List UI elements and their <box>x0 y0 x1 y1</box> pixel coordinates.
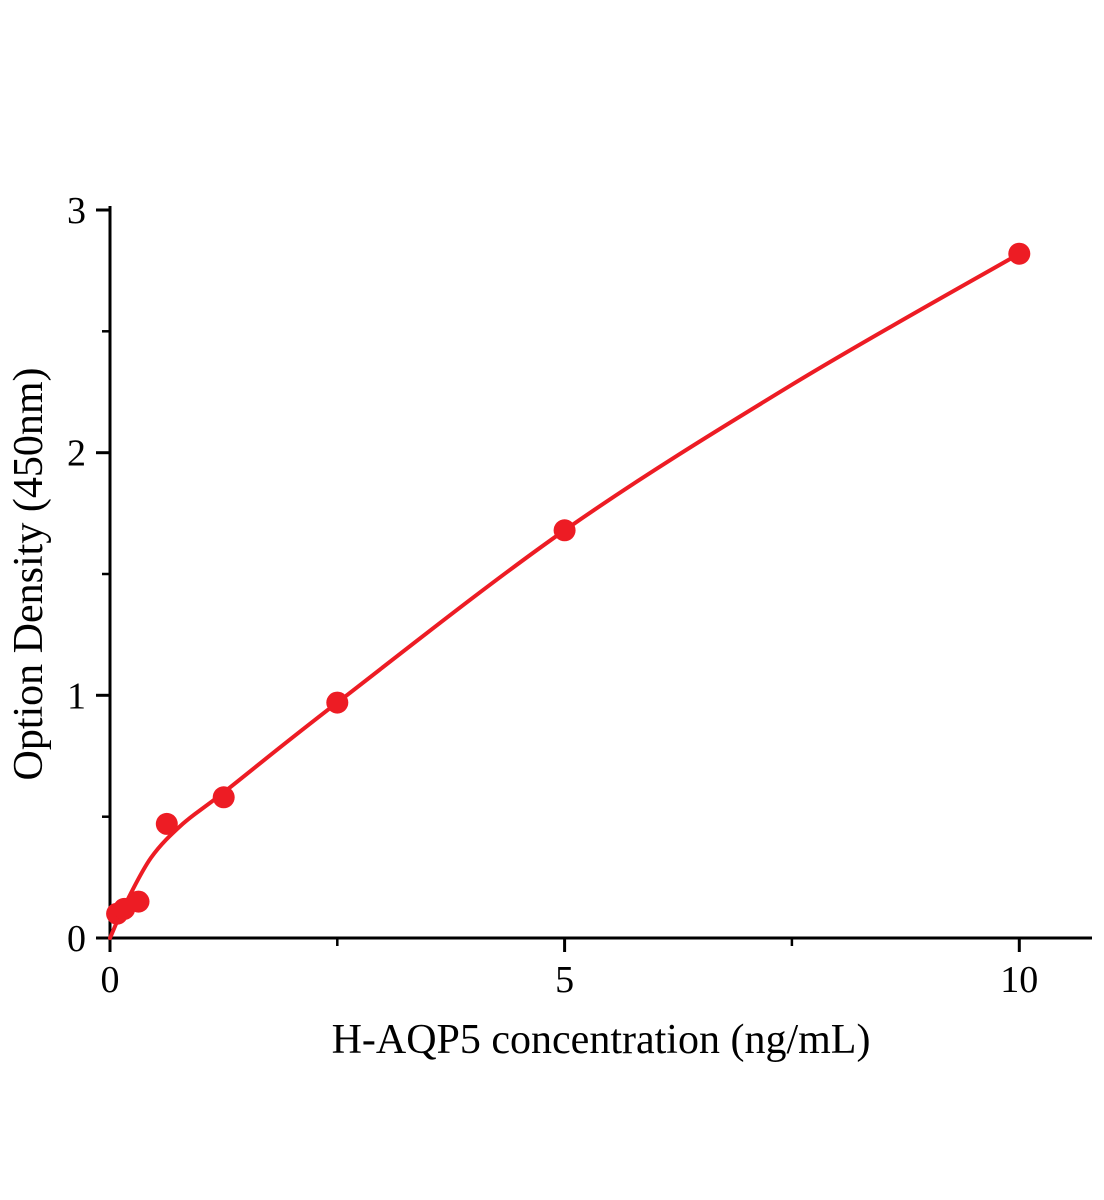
x-axis-label: H-AQP5 concentration (ng/mL) <box>332 1017 871 1063</box>
x-tick-label: 0 <box>101 959 120 1001</box>
data-point <box>155 812 178 835</box>
tick-labels: 0 5 10 0 1 2 3 <box>67 190 1038 1001</box>
data-point <box>1008 242 1031 265</box>
data-point <box>212 786 235 809</box>
y-tick-label: 1 <box>67 675 86 717</box>
x-tick-label: 10 <box>1000 959 1038 1001</box>
y-axis-label: Option Density (450nm) <box>6 368 52 781</box>
data-point <box>127 890 150 913</box>
y-tick-label: 2 <box>67 433 86 475</box>
data-point <box>553 519 576 542</box>
y-tick-label: 3 <box>67 190 86 232</box>
data-series <box>106 242 1031 940</box>
axes <box>108 206 1092 940</box>
data-point <box>326 691 349 714</box>
axis-ticks <box>96 208 1021 952</box>
fit-curve <box>108 251 1022 940</box>
x-tick-label: 5 <box>555 959 574 1001</box>
y-tick-label: 0 <box>67 918 86 960</box>
